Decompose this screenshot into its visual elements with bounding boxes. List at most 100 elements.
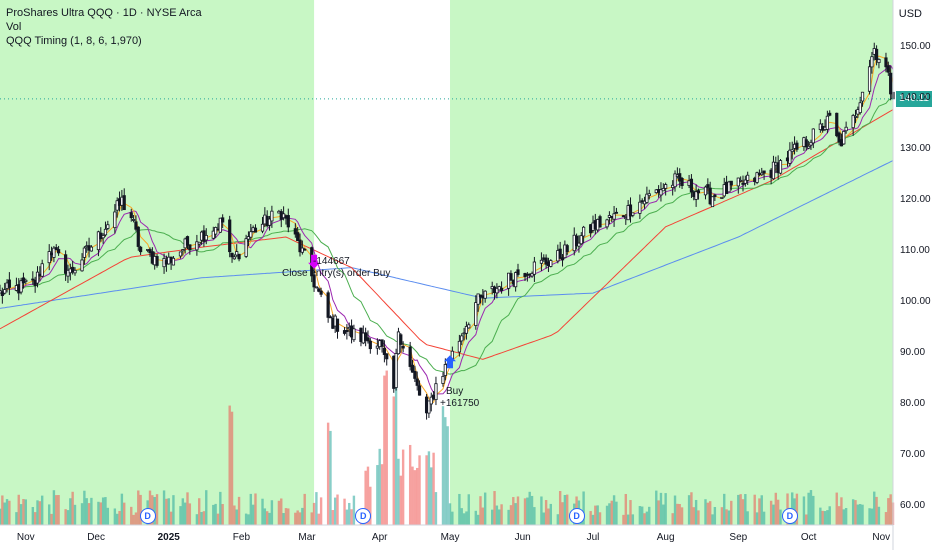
candle-body bbox=[858, 102, 862, 114]
dividend-marker[interactable]: D bbox=[781, 508, 798, 524]
dividend-marker[interactable]: D bbox=[568, 508, 585, 524]
candle-body bbox=[736, 177, 740, 187]
candle-body bbox=[52, 247, 56, 258]
volume-bar bbox=[805, 514, 808, 525]
candle-body bbox=[696, 190, 701, 194]
candle-body bbox=[47, 251, 51, 264]
candle-body bbox=[837, 132, 841, 143]
candle-body bbox=[211, 230, 215, 239]
volume-bar bbox=[631, 514, 635, 525]
volume-bar bbox=[645, 511, 649, 525]
ma-200-line bbox=[0, 160, 894, 309]
volume-bar bbox=[167, 498, 170, 525]
candle-body bbox=[188, 244, 192, 251]
candle-body bbox=[342, 330, 347, 334]
candle-body bbox=[516, 269, 520, 275]
volume-bar bbox=[828, 506, 831, 525]
volume-bar bbox=[277, 500, 281, 525]
y-tick-label: 150.00 bbox=[900, 41, 931, 53]
candle-body bbox=[457, 340, 461, 353]
candle-body bbox=[267, 218, 272, 226]
candle-body bbox=[66, 269, 70, 277]
volume-bar bbox=[137, 490, 140, 525]
volume-bar bbox=[760, 495, 763, 525]
candle-body bbox=[874, 48, 879, 61]
candle-body bbox=[582, 226, 586, 237]
volume-bar bbox=[148, 490, 152, 525]
candle-body bbox=[214, 227, 218, 235]
candle-body bbox=[605, 219, 609, 228]
candle-body bbox=[661, 188, 665, 192]
volume-bar bbox=[331, 510, 335, 525]
volume-bar bbox=[181, 498, 185, 525]
strategy-label[interactable]: QQQ Timing (1, 8, 6, 1,970) bbox=[6, 35, 142, 47]
volume-bar bbox=[809, 490, 813, 525]
currency-label[interactable]: USD bbox=[898, 8, 922, 20]
volume-bar bbox=[769, 500, 773, 525]
volume-indicator-label[interactable]: Vol bbox=[6, 21, 22, 33]
volume-bar bbox=[708, 501, 712, 525]
volume-bar bbox=[24, 499, 27, 525]
candle-body bbox=[795, 142, 799, 150]
volume-bar bbox=[155, 494, 159, 525]
volume-bar bbox=[38, 501, 42, 525]
candle-body bbox=[96, 231, 101, 251]
candle-body bbox=[886, 65, 890, 73]
volume-bar bbox=[638, 506, 642, 525]
x-tick-label: Nov bbox=[16, 532, 35, 543]
volume-bar bbox=[819, 507, 822, 525]
volume-bar bbox=[115, 513, 119, 525]
candle-body bbox=[228, 219, 232, 253]
volume-bar bbox=[741, 499, 745, 525]
candle-body bbox=[884, 57, 888, 68]
candle-body bbox=[197, 241, 201, 245]
candle-body bbox=[755, 172, 759, 183]
volume-bar bbox=[498, 509, 501, 525]
candle-body bbox=[328, 316, 333, 319]
candle-body bbox=[368, 340, 372, 350]
candle-body bbox=[612, 213, 616, 220]
volume-bar bbox=[608, 503, 611, 525]
volume-bar bbox=[512, 497, 515, 525]
x-tick-label: Apr bbox=[371, 532, 388, 543]
volume-bar bbox=[467, 494, 470, 525]
candle-body bbox=[7, 279, 11, 288]
volume-bar bbox=[348, 502, 351, 525]
candle-body bbox=[139, 246, 143, 253]
candle-body bbox=[727, 181, 731, 193]
candle-body bbox=[185, 236, 190, 246]
volume-bar bbox=[17, 494, 20, 525]
candle-body bbox=[155, 256, 159, 266]
candle-body bbox=[708, 187, 712, 205]
volume-bar bbox=[448, 503, 452, 525]
candle-body bbox=[19, 280, 23, 293]
candle-body bbox=[246, 236, 251, 240]
x-tick-label: 2025 bbox=[157, 532, 180, 543]
candle-body bbox=[71, 266, 75, 273]
candle-body bbox=[148, 249, 152, 254]
volume-bar bbox=[807, 492, 810, 525]
candle-body bbox=[710, 196, 715, 208]
volume-bar bbox=[40, 495, 44, 525]
chart-legend: ProShares Ultra QQQ · 1D · NYSE Arca Vol… bbox=[6, 6, 202, 48]
volume-bar bbox=[856, 504, 860, 525]
volume-bar bbox=[739, 494, 742, 525]
volume-bar bbox=[80, 503, 84, 525]
symbol-title[interactable]: ProShares Ultra QQQ · 1D · NYSE Arca bbox=[6, 7, 202, 19]
dividend-marker[interactable]: D bbox=[355, 508, 372, 524]
candle-body bbox=[413, 370, 417, 379]
volume-bar bbox=[230, 411, 234, 525]
volume-bar bbox=[249, 493, 252, 525]
volume-bar bbox=[408, 444, 412, 525]
volume-bar bbox=[123, 502, 126, 525]
volume-bar bbox=[772, 504, 775, 525]
candle-body bbox=[35, 271, 40, 284]
volume-bar bbox=[662, 504, 665, 525]
dividend-marker[interactable]: D bbox=[139, 508, 156, 524]
volume-bar bbox=[678, 504, 681, 525]
volume-bar bbox=[385, 370, 388, 525]
volume-bar bbox=[851, 499, 855, 525]
volume-bar bbox=[101, 497, 105, 525]
volume-bar bbox=[711, 514, 714, 525]
